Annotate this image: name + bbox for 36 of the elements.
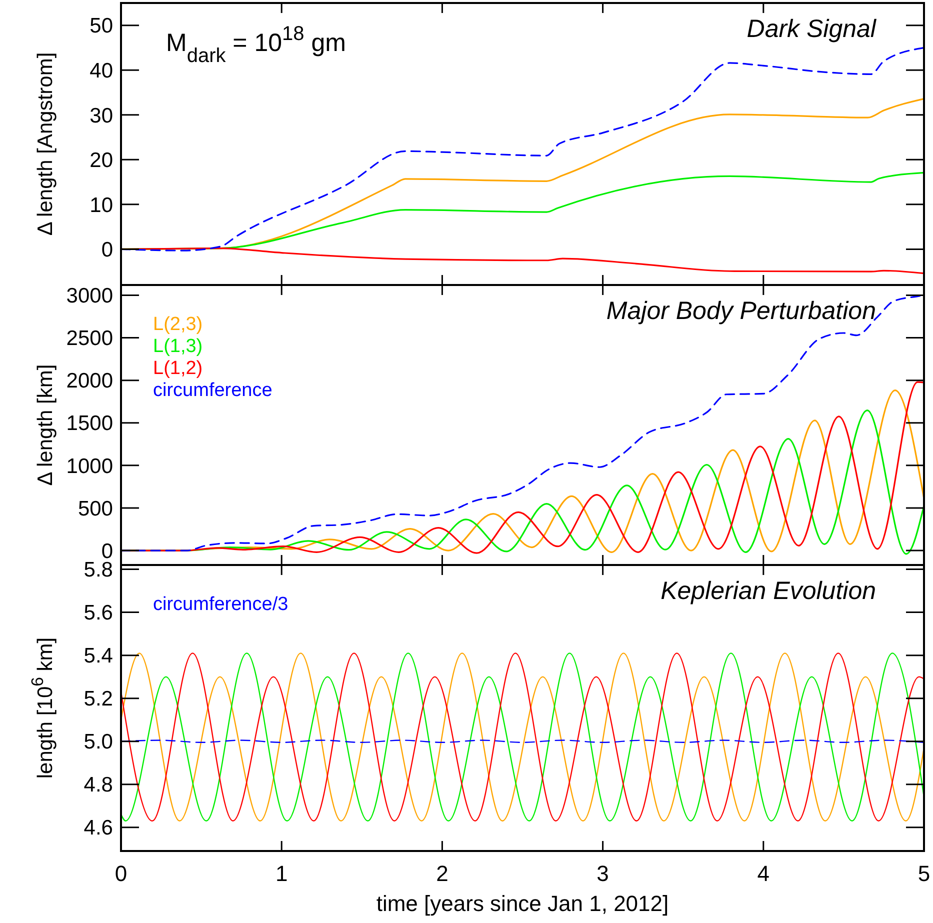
y-tick-label: 10 [90, 194, 113, 217]
y-tick-label: 5.2 [84, 688, 113, 711]
x-tick-label: 4 [757, 861, 770, 886]
y-tick-label: 0 [101, 238, 113, 262]
y-tick-label: 20 [90, 149, 113, 172]
y-tick-label: 1500 [66, 412, 113, 436]
text: Dark Signal [746, 15, 878, 43]
y-tick-label: 50 [90, 14, 113, 38]
y-axis-title: Δ length [km] [34, 364, 57, 486]
annotation: M$_{dark}$ = 10$^{18}$ gm [166, 23, 346, 67]
x-tick-label: 5 [918, 861, 930, 886]
x-axis-title: time [years since Jan 1, 2012] [376, 891, 669, 916]
text: circumference/3 [153, 594, 288, 615]
text: L(1,3) [153, 336, 203, 357]
y-tick-label: 4.6 [84, 816, 113, 840]
text: circumference [153, 380, 272, 401]
y-tick-label: 30 [90, 104, 113, 128]
y-tick-label: 500 [78, 497, 113, 520]
y-tick-label: 5.4 [84, 644, 114, 668]
x-tick-label: 2 [436, 861, 448, 886]
x-tick-label: 1 [275, 861, 288, 886]
y-axis-title: Δ length [Angstrom] [34, 52, 57, 236]
text: Keplerian Evolution [660, 577, 876, 605]
y-tick-label: 2000 [66, 370, 113, 393]
text: L(2,3) [153, 314, 203, 335]
y-tick-label: 4.8 [84, 774, 113, 797]
text: Major Body Perturbation [606, 297, 876, 325]
x-tick-label: 3 [596, 861, 609, 886]
y-tick-label: 2500 [66, 327, 113, 350]
y-tick-label: 40 [90, 59, 113, 82]
y-tick-label: 5.0 [84, 730, 113, 754]
text: L(1,2) [153, 358, 203, 379]
y-tick-label: 3000 [66, 284, 113, 308]
y-tick-label: 5.6 [84, 602, 113, 625]
y-tick-label: 1000 [66, 454, 113, 478]
line-series [121, 652, 924, 822]
